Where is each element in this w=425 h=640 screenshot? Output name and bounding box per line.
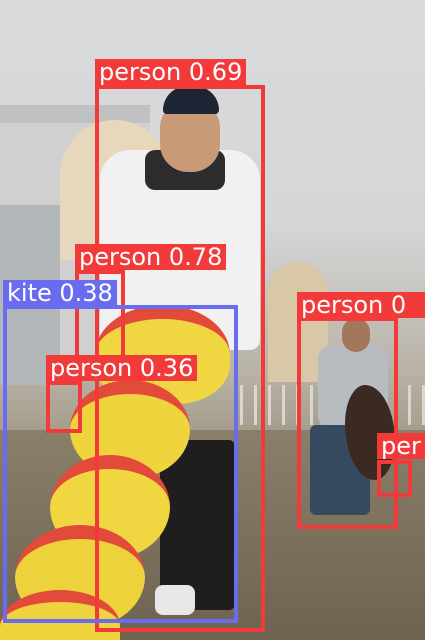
detection-label-kite-038: kite 0.38 bbox=[3, 280, 117, 306]
detection-box-kite-038 bbox=[3, 305, 238, 623]
detection-label-person-078: person 0.78 bbox=[75, 244, 227, 270]
detection-label-person-036: person 0.36 bbox=[46, 355, 198, 381]
man-shoe bbox=[155, 585, 195, 615]
bg-man-head bbox=[342, 318, 370, 352]
detection-box-person-edge bbox=[377, 460, 412, 497]
detection-box-person-right bbox=[297, 317, 398, 529]
detection-label-person-edge: per bbox=[377, 433, 425, 459]
detection-label-person-069: person 0.69 bbox=[95, 59, 247, 85]
detection-box-person-036 bbox=[46, 381, 82, 433]
detection-label-person-right: person 0 bbox=[297, 292, 425, 318]
man-legs bbox=[160, 440, 235, 610]
cap-icon bbox=[163, 86, 219, 114]
